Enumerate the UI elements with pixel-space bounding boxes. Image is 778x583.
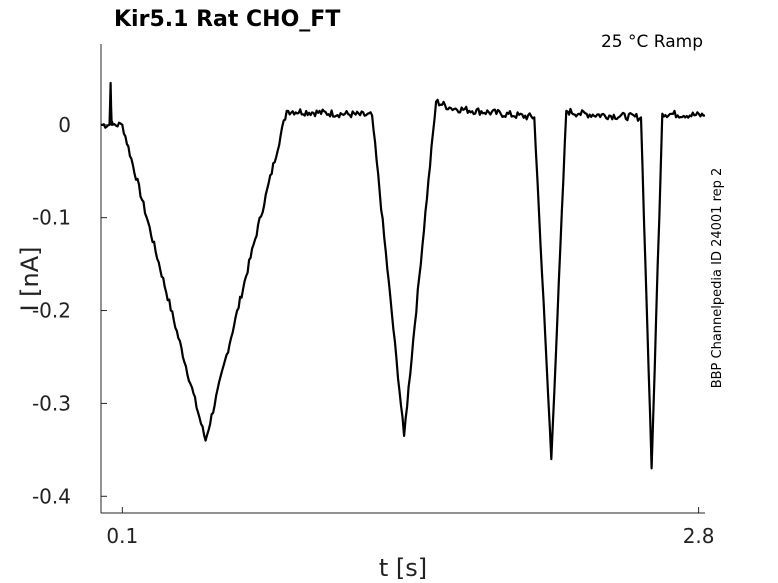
channelpedia-id-label: BBP Channelpedia ID 24001 rep 2 [710,168,725,389]
x-ticks: 0.1 2.8 [106,507,715,548]
x-tick-label: 0.1 [106,524,138,548]
y-tick-label: 0 [58,113,71,137]
chart-title: Kir5.1 Rat CHO_FT [114,7,340,32]
x-tick-label: 2.8 [683,524,715,548]
x-axis-label: t [s] [379,554,427,582]
temperature-protocol-annotation: 25 °C Ramp [601,32,703,52]
y-tick-label: -0.3 [32,391,71,415]
y-tick-label: -0.2 [32,299,71,323]
y-tick-label: -0.1 [32,206,71,230]
y-tick-label: -0.4 [32,484,71,508]
y-axis-label: I [nA] [16,246,44,311]
current-trace [100,81,706,470]
y-ticks: 0 -0.1 -0.2 -0.3 -0.4 [32,113,107,508]
